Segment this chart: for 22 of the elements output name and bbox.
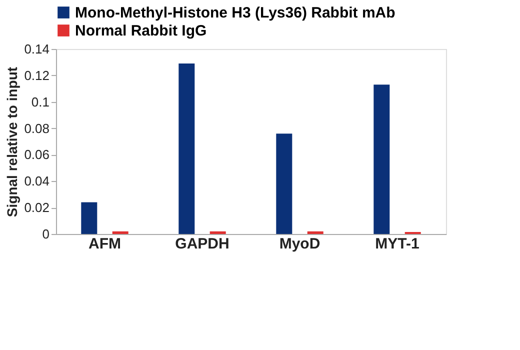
- bar: [307, 231, 324, 234]
- bar: [81, 202, 98, 234]
- y-tick-label: 0: [42, 226, 50, 242]
- x-tick-label: MyoD: [279, 236, 320, 252]
- bar: [276, 134, 292, 234]
- y-axis-title: Signal relative to input: [4, 66, 20, 218]
- y-tick-label: 0.04: [24, 174, 50, 189]
- x-tick-label: GAPDH: [175, 236, 230, 252]
- y-tick-label: 0.08: [24, 120, 50, 136]
- x-tick-label: MYT-1: [375, 236, 420, 252]
- y-tick-label: 0.1: [31, 94, 50, 110]
- legend-label: Normal Rabbit IgG: [75, 22, 207, 40]
- bar: [210, 231, 226, 234]
- y-tick-label: 0.14: [24, 42, 50, 56]
- y-tick-label: 0.06: [24, 147, 50, 162]
- bar: [178, 64, 195, 234]
- bar: [374, 84, 390, 234]
- legend-label: Mono-Methyl-Histone H3 (Lys36) Rabbit mAb: [75, 4, 396, 22]
- x-tick-label: AFM: [88, 236, 121, 252]
- bar: [112, 231, 128, 234]
- y-tick-label: 0.02: [24, 200, 50, 216]
- y-tick-label: 0.12: [24, 68, 50, 83]
